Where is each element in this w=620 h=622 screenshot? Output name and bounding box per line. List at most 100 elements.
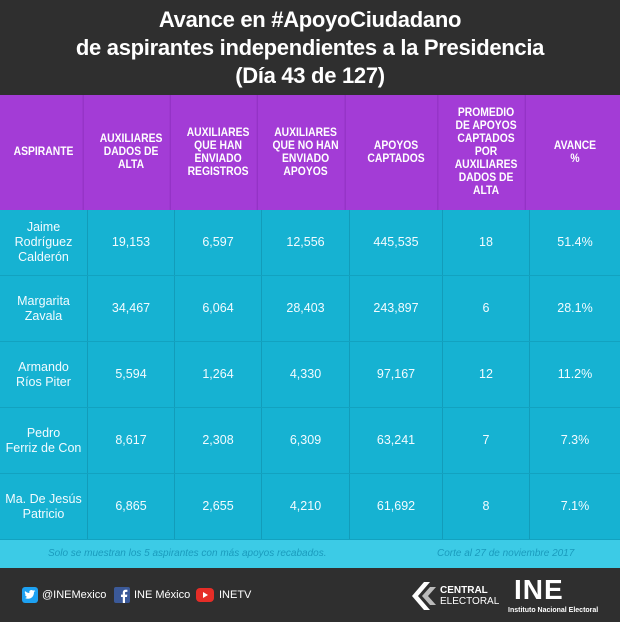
cell-text: 6,064 [202, 301, 234, 315]
value-cell: 2,308 [175, 408, 262, 473]
cell-text: 34,467 [111, 301, 151, 315]
value-cell: 63,241 [350, 408, 443, 473]
header-text: APOYOS [373, 139, 419, 152]
value-cell: 2,655 [175, 474, 262, 539]
cell-text: 12,556 [286, 235, 325, 249]
name-line: Rodríguez [14, 235, 73, 249]
cell-text: 61,692 [376, 499, 416, 513]
cell-text: 243,897 [373, 301, 419, 315]
header-text: PROMEDIO [457, 107, 515, 119]
central-line: CENTRAL [440, 585, 488, 596]
value-cell: 11.2% [530, 342, 620, 407]
name-line: Ma. De Jesús [5, 491, 82, 506]
value-cell: 61,692 [350, 474, 443, 539]
value-cell: 8 [443, 474, 530, 539]
cell-text: 445,535 [373, 235, 419, 249]
central-logo [412, 582, 436, 610]
notes: Solo se muestran los 5 aspirantes con má… [0, 540, 620, 568]
value-cell: 7 [443, 408, 530, 473]
cell-text: 19,153 [111, 235, 151, 249]
name-cell: Ma. De Jesús Patricio [0, 474, 88, 539]
table: ASPIRANTE AUXILIARES DADOS DE ALTA AUXILIARE… [0, 95, 620, 540]
value-cell: 1,264 [175, 342, 262, 407]
cell-text: 2,655 [202, 499, 234, 513]
name-cell: Pedro Ferriz de Con [0, 408, 88, 473]
cell-text: 97,167 [376, 367, 416, 381]
cell-text: 8,617 [115, 433, 147, 447]
header-cell: AUXILIARES QUE NO HAN ENVIADO APOYOS [266, 95, 346, 210]
name-line: Jaime [26, 220, 61, 234]
cell-text: 28,403 [286, 301, 325, 315]
value-cell: 28.1% [530, 276, 620, 341]
header-text: DADOS DE [458, 172, 514, 184]
header-text: ENVIADO [281, 152, 330, 165]
name-line: Zavala [24, 308, 63, 323]
header-text: AUXILIARES [186, 126, 250, 139]
body-row: Jaime Rodríguez Calderón 19,153 6,597 12,556 4… [0, 210, 620, 276]
header-text: ALTA [118, 159, 145, 171]
name-line: Ferriz de Con [5, 440, 82, 455]
value-cell: 4,210 [262, 474, 350, 539]
cell-text: 1,264 [202, 367, 234, 381]
value-cell: 6,865 [88, 474, 175, 539]
cell-text: 63,241 [376, 433, 416, 447]
header-text: REGISTROS [187, 165, 249, 178]
value-cell: 18 [443, 210, 530, 275]
cell-text: 18 [479, 235, 493, 249]
header-cell: PROMEDIO DE APOYOS CAPTADOS POR AUXILIARES D… [447, 95, 526, 210]
ine-full: Instituto Nacional Electoral [508, 607, 599, 614]
name-line: Margarita [17, 293, 70, 308]
header-row: ASPIRANTE AUXILIARES DADOS DE ALTA AUXILIARE… [0, 95, 620, 210]
header-text: AVANCE [553, 139, 597, 152]
name-line: Ríos Piter [16, 374, 71, 389]
cell-text: 6,309 [289, 433, 322, 447]
name-cell: Armando Ríos Piter [0, 342, 88, 407]
value-cell: 5,594 [88, 342, 175, 407]
header-text: % [570, 152, 580, 165]
header-text: CAPTADOS POR [457, 133, 515, 158]
value-cell: 51.4% [530, 210, 620, 275]
value-cell: 6,597 [175, 210, 262, 275]
header-cell: AUXILIARES QUE HAN ENVIADO REGISTROS [179, 95, 258, 210]
value-cell: 97,167 [350, 342, 443, 407]
header-cell: APOYOS CAPTADOS [355, 95, 439, 210]
youtube-handle: INETV [219, 589, 252, 601]
header-text: ALTA [473, 185, 500, 197]
cell-text: 5,594 [115, 367, 147, 381]
value-cell: 243,897 [350, 276, 443, 341]
cell-text: 11.2% [557, 367, 593, 381]
footer: @INEMexico INE México INETV CENTRAL ELECT… [0, 568, 620, 622]
title-line: Avance en #ApoyoCiudadano [158, 7, 462, 32]
cell-text: 8 [482, 499, 490, 513]
header-text: CAPTADOS [367, 152, 425, 165]
facebook-icon [114, 587, 130, 603]
name-line: Patricio [22, 506, 65, 521]
value-cell: 12 [443, 342, 530, 407]
value-cell: 445,535 [350, 210, 443, 275]
header-text: AUXILIARES [454, 159, 518, 171]
cell-text: 6,597 [202, 235, 234, 249]
cell-text: 28.1% [557, 301, 593, 315]
twitter-icon [22, 587, 38, 603]
body-row: Armando Ríos Piter 5,594 1,264 4,330 97,167 12… [0, 342, 620, 408]
value-cell: 12,556 [262, 210, 350, 275]
cell-text: 6,865 [115, 499, 147, 513]
value-cell: 6,064 [175, 276, 262, 341]
value-cell: 6 [443, 276, 530, 341]
cell-text: 7.1% [560, 499, 590, 513]
value-cell: 8,617 [88, 408, 175, 473]
value-cell: 6,309 [262, 408, 350, 473]
header-text: DADOS DE [103, 146, 159, 158]
cell-text: 7 [482, 433, 490, 447]
header-text: AUXILIARES [99, 133, 163, 145]
cell-text: 51.4% [557, 235, 593, 249]
header-text: AUXILIARES [274, 126, 337, 139]
value-cell: 7.3% [530, 408, 620, 473]
header-text: QUE NO HAN [272, 139, 339, 152]
cell-text: 4,210 [289, 499, 322, 513]
cell-text: 6 [482, 301, 490, 315]
value-cell: 28,403 [262, 276, 350, 341]
youtube-icon [196, 588, 214, 602]
name-cell: Margarita Zavala [0, 276, 88, 341]
